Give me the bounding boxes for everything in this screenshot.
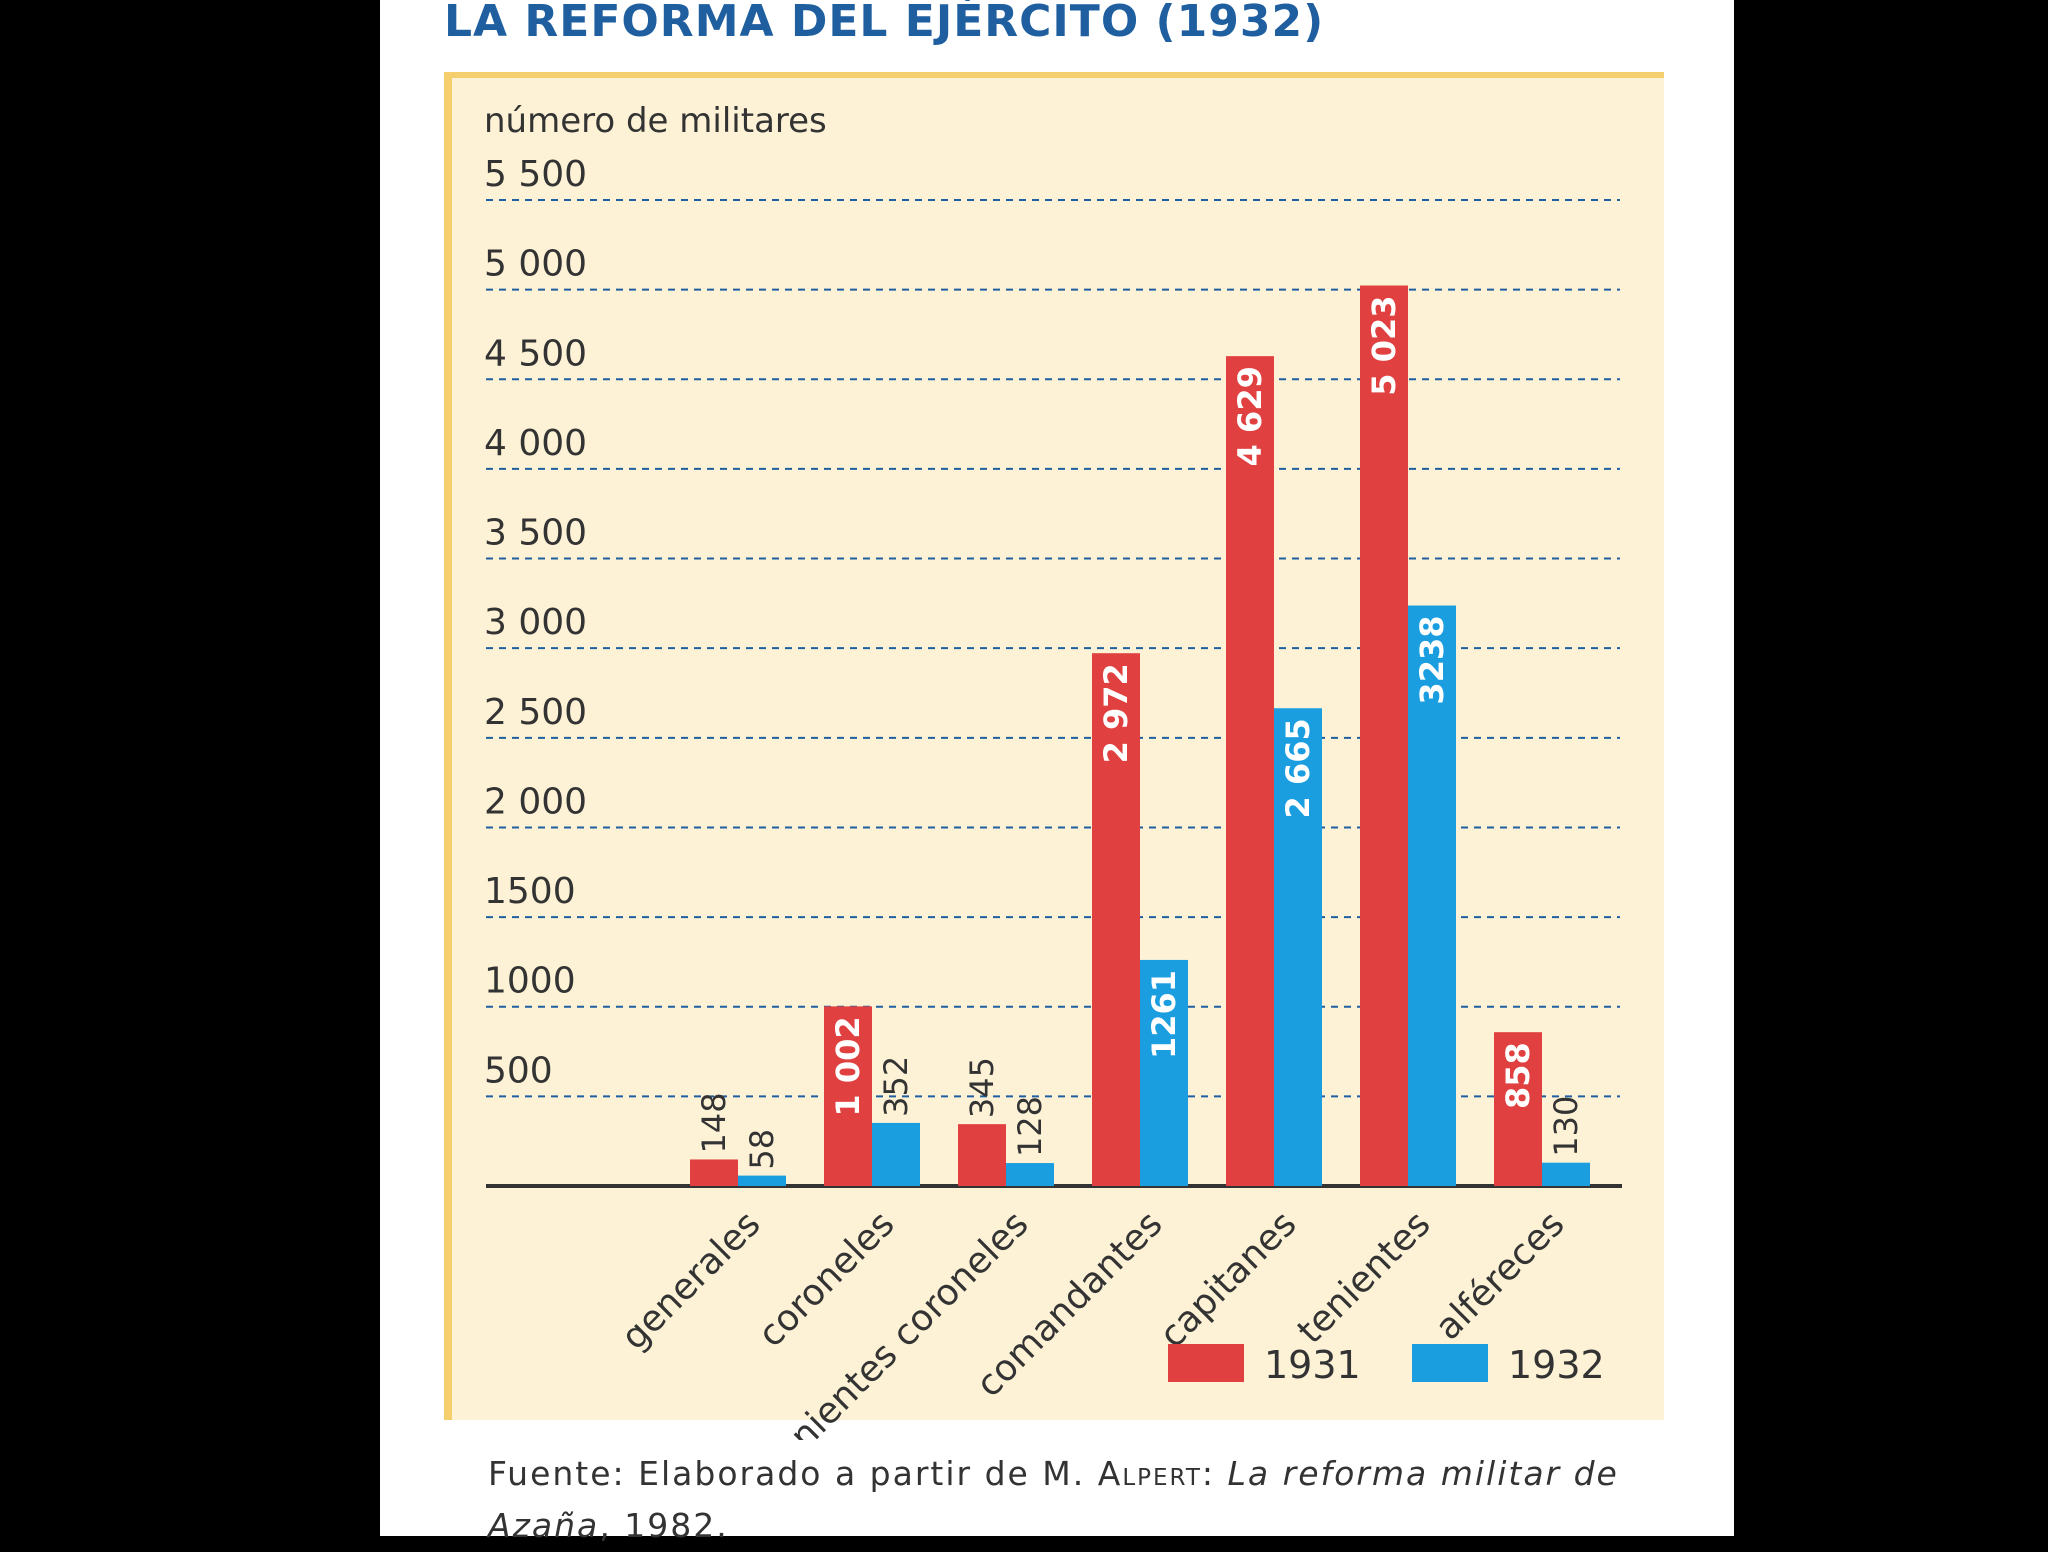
bar-1932: [1006, 1163, 1054, 1186]
bar-1932: [1408, 605, 1456, 1186]
source-author: Alpert: [1097, 1454, 1202, 1493]
bar-1931: [1360, 285, 1408, 1187]
bar-chart: número de militares 500 1000 1500 2 000 2 500…: [484, 101, 1622, 1440]
y-tick-label: 1500: [484, 871, 576, 912]
data-label: 3238: [1413, 616, 1451, 705]
data-label: 148: [695, 1092, 733, 1153]
source-suffix: , 1982.: [599, 1506, 729, 1545]
data-label: 2 972: [1097, 663, 1135, 763]
chart-panel: [444, 72, 1664, 1420]
data-label: 352: [877, 1056, 915, 1117]
y-tick-label: 4 500: [484, 333, 587, 374]
legend-label: 1932: [1508, 1343, 1605, 1387]
y-tick-label: 2 500: [484, 692, 587, 733]
bar-1932: [738, 1175, 786, 1186]
legend-swatch-1932: [1412, 1344, 1488, 1382]
data-label: 858: [1499, 1042, 1537, 1109]
chart-title: LA REFORMA DEL EJÉRCITO (1932): [444, 0, 1325, 47]
data-label: 5 023: [1365, 296, 1403, 396]
data-label: 1261: [1145, 970, 1183, 1059]
data-label: 1 002: [829, 1016, 867, 1116]
source-note: Fuente: Elaborado a partir de M. Alpert:…: [488, 1448, 1668, 1552]
data-label: 130: [1547, 1096, 1585, 1157]
y-tick-label: 1000: [484, 961, 576, 1002]
y-tick-label: 5 500: [484, 154, 587, 195]
bar-1932: [1274, 708, 1322, 1186]
bar-1931: [690, 1159, 738, 1186]
bar-1931: [1226, 356, 1274, 1186]
data-label: 128: [1011, 1096, 1049, 1157]
bar-1931: [1494, 1032, 1542, 1186]
source-colon: :: [1201, 1454, 1228, 1493]
bar-1932: [1542, 1162, 1590, 1186]
y-axis-label: número de militares: [484, 101, 827, 141]
y-tick-label: 500: [484, 1050, 553, 1091]
bar-1931: [824, 1006, 872, 1186]
data-label: 2 665: [1279, 718, 1317, 818]
data-label: 58: [743, 1129, 781, 1170]
x-tick-label: capitanes: [1152, 1203, 1304, 1355]
y-tick-label: 2 000: [484, 781, 587, 822]
y-tick-label: 3 500: [484, 513, 587, 554]
x-tick-label: tenientes: [1290, 1203, 1439, 1352]
legend-swatch-1931: [1168, 1344, 1244, 1382]
legend-label: 1931: [1264, 1343, 1361, 1387]
y-tick-label: 3 000: [484, 602, 587, 643]
data-label: 4 629: [1231, 366, 1269, 466]
bar-1931: [958, 1124, 1006, 1186]
data-label: 345: [963, 1057, 1001, 1118]
bar-1932: [872, 1122, 920, 1186]
y-tick-label: 5 000: [484, 244, 587, 285]
y-tick-label: 4 000: [484, 423, 587, 464]
x-tick-label: alféreces: [1428, 1203, 1573, 1348]
page: LA REFORMA DEL EJÉRCITO (1932) número de…: [380, 0, 1734, 1545]
source-prefix: Fuente: Elaborado a partir de M.: [488, 1454, 1098, 1493]
bar-1932: [1140, 959, 1188, 1186]
x-tick-label: generales: [614, 1203, 769, 1358]
bar-1931: [1092, 653, 1140, 1186]
